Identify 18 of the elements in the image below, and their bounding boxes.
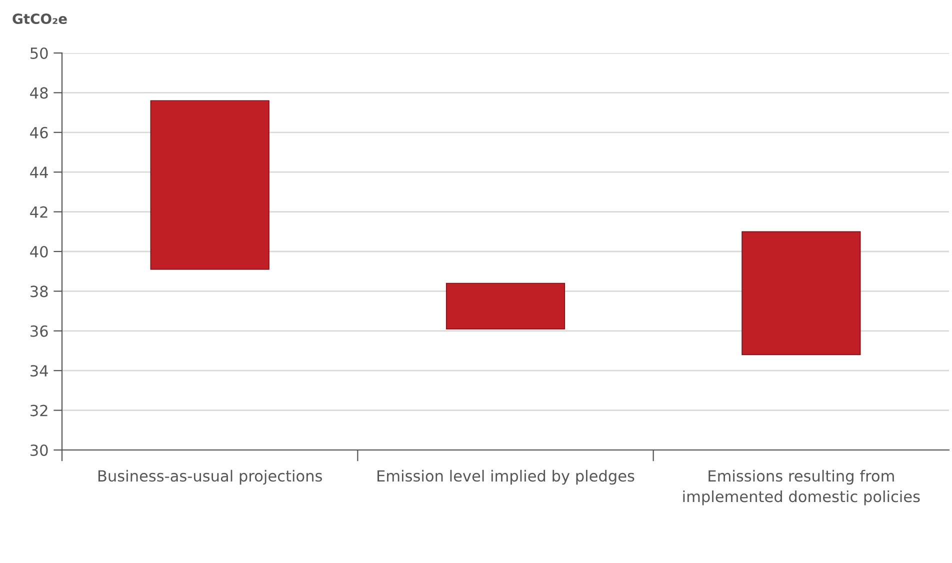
y-tick-label: 30: [30, 444, 48, 456]
y-tick-label: 50: [30, 47, 48, 60]
x-tick-label: Emissions resulting from implemented domestic policies: [683, 470, 920, 506]
y-tick-label: 32: [30, 404, 48, 416]
y-tick-label: 42: [30, 206, 48, 218]
x-tick-label: Business-as-usual projections: [98, 470, 322, 485]
y-tick-label: 36: [30, 325, 48, 337]
bar: [446, 282, 566, 330]
bar: [742, 231, 861, 356]
y-tick-label: 48: [30, 87, 48, 99]
y-axis-title: GtCO₂e: [12, 14, 67, 24]
y-tick-label: 44: [30, 166, 48, 178]
x-tick-label: Emission level implied by pledges: [378, 470, 634, 485]
y-tick-label: 38: [30, 286, 48, 298]
bar: [150, 100, 270, 270]
y-tick-label: 34: [30, 365, 48, 377]
y-tick-label: 40: [30, 246, 48, 258]
y-tick-label: 46: [30, 126, 48, 138]
